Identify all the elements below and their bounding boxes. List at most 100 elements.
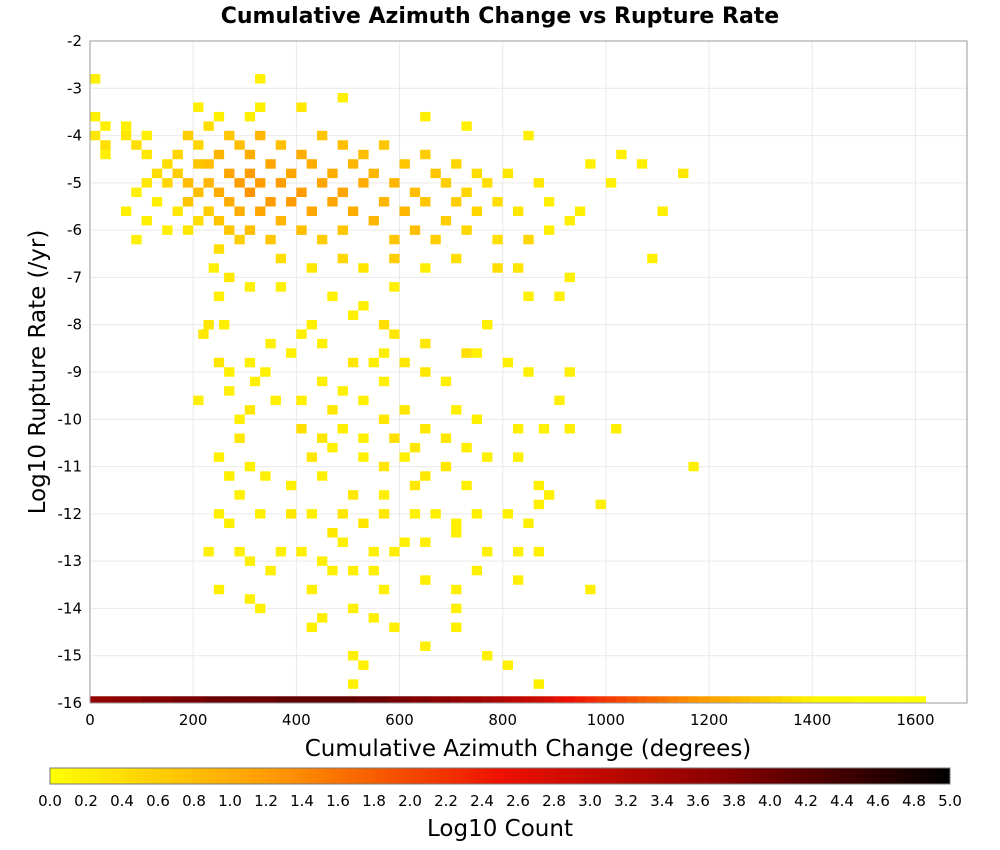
heatmap-cell [213, 111, 225, 122]
heatmap-cell [451, 584, 462, 595]
heatmap-cell [193, 140, 204, 150]
heatmap-cell [389, 329, 400, 339]
y-tick-label: -7 [67, 268, 82, 286]
heatmap-cell [337, 509, 348, 519]
heatmap-cell [378, 584, 390, 595]
heatmap-cell-bottom-row [162, 696, 173, 703]
x-axis-ticks: 0 200 400 600 800 1000 1200 1400 1600 [85, 711, 934, 729]
heatmap-cell [224, 471, 235, 481]
x-tick-label: 1600 [896, 711, 934, 729]
heatmap-cell [327, 442, 338, 453]
heatmap-cell [461, 480, 472, 491]
heatmap-cell [213, 291, 225, 302]
heatmap-cell [564, 272, 575, 283]
heatmap-cell [234, 178, 245, 188]
heatmap-cell [244, 149, 256, 160]
heatmap-cell [399, 206, 410, 216]
heatmap-cell-bottom-row [843, 696, 854, 703]
heatmap-cell [502, 509, 514, 519]
heatmap-cell [543, 225, 555, 235]
heatmap-cell-bottom-row [791, 696, 803, 703]
heatmap-cell [389, 546, 400, 557]
heatmap-cell-bottom-row [337, 696, 349, 703]
heatmap-cell-bottom-row [750, 696, 761, 703]
heatmap-cell [286, 168, 297, 179]
heatmap-cell [533, 679, 544, 689]
heatmap-cell [141, 215, 152, 226]
heatmap-cell-bottom-row [585, 696, 596, 703]
heatmap-cell [275, 282, 287, 292]
heatmap-cell [275, 253, 287, 264]
heatmap-cell [358, 518, 369, 529]
heatmap-cell [409, 187, 421, 198]
heatmap-cell [378, 319, 390, 330]
heatmap-cell [131, 187, 142, 198]
heatmap-cell-bottom-row [327, 696, 338, 703]
heatmap-cell [399, 159, 410, 169]
heatmap-cell [368, 565, 379, 576]
heatmap-cell-bottom-row [461, 696, 473, 703]
heatmap-cell [316, 471, 328, 481]
heatmap-cell [193, 102, 204, 112]
heatmap-cell [234, 140, 245, 150]
heatmap-cell [543, 490, 555, 500]
heatmap-cell [533, 178, 544, 188]
heatmap-cell [358, 452, 369, 462]
heatmap-cell [502, 168, 514, 179]
heatmap-cell-bottom-row [306, 696, 318, 703]
heatmap-cell [337, 93, 348, 103]
y-tick-label: -9 [67, 363, 82, 381]
heatmap-cell-bottom-row [90, 696, 101, 703]
heatmap-cell [440, 461, 452, 472]
x-axis-label: Cumulative Azimuth Change (degrees) [305, 736, 752, 762]
heatmap-cell-bottom-row [120, 696, 132, 703]
heatmap-cell-bottom-row [822, 696, 834, 703]
heatmap-cell [337, 187, 348, 198]
colorbar-tick-label: 4.2 [794, 792, 818, 810]
heatmap-cell [358, 433, 369, 443]
y-axis-label: Log10 Rupture Rate (/yr) [25, 230, 51, 515]
heatmap-cell [120, 130, 132, 141]
heatmap-cell [203, 319, 214, 330]
heatmap-cell [554, 395, 565, 406]
heatmap-cell [688, 461, 699, 472]
heatmap-cell-bottom-row [801, 696, 813, 703]
heatmap-cell [389, 433, 400, 443]
heatmap-cell [213, 149, 225, 160]
heatmap-cell-bottom-row [430, 696, 442, 703]
heatmap-cell-bottom-row [316, 696, 328, 703]
heatmap-cell [523, 234, 534, 245]
heatmap-cell [100, 149, 111, 160]
heatmap-cell [182, 197, 194, 207]
heatmap-cell [265, 197, 276, 207]
y-tick-label: -8 [67, 316, 82, 334]
heatmap-cell [141, 130, 152, 141]
heatmap-cell [358, 395, 369, 406]
heatmap-cell [203, 121, 214, 131]
heatmap-cell-bottom-row [523, 696, 534, 703]
heatmap-cell [482, 178, 493, 188]
heatmap-cell [513, 424, 524, 434]
heatmap-cell [523, 367, 534, 377]
colorbar-tick-label: 2.8 [542, 792, 566, 810]
heatmap-cell [378, 509, 390, 519]
heatmap-cell-bottom-row [471, 696, 483, 703]
heatmap-cell [368, 613, 379, 623]
heatmap-cell-bottom-row [595, 696, 607, 703]
heatmap-cell [275, 546, 287, 557]
heatmap-cell [678, 168, 689, 179]
heatmap-cell [162, 159, 173, 169]
heatmap-cell [420, 424, 431, 434]
heatmap-cell [327, 291, 338, 302]
heatmap-cell [286, 509, 297, 519]
heatmap-cell [162, 225, 173, 235]
heatmap-cell [358, 660, 369, 670]
heatmap-cell [513, 546, 524, 557]
heatmap-cell [141, 178, 152, 188]
heatmap-cell [255, 178, 266, 188]
heatmap-cell [244, 461, 256, 472]
heatmap-cell [399, 405, 410, 415]
heatmap-cell-bottom-row [760, 696, 772, 703]
y-tick-label: -3 [67, 79, 82, 97]
colorbar-tick-label: 4.4 [830, 792, 854, 810]
